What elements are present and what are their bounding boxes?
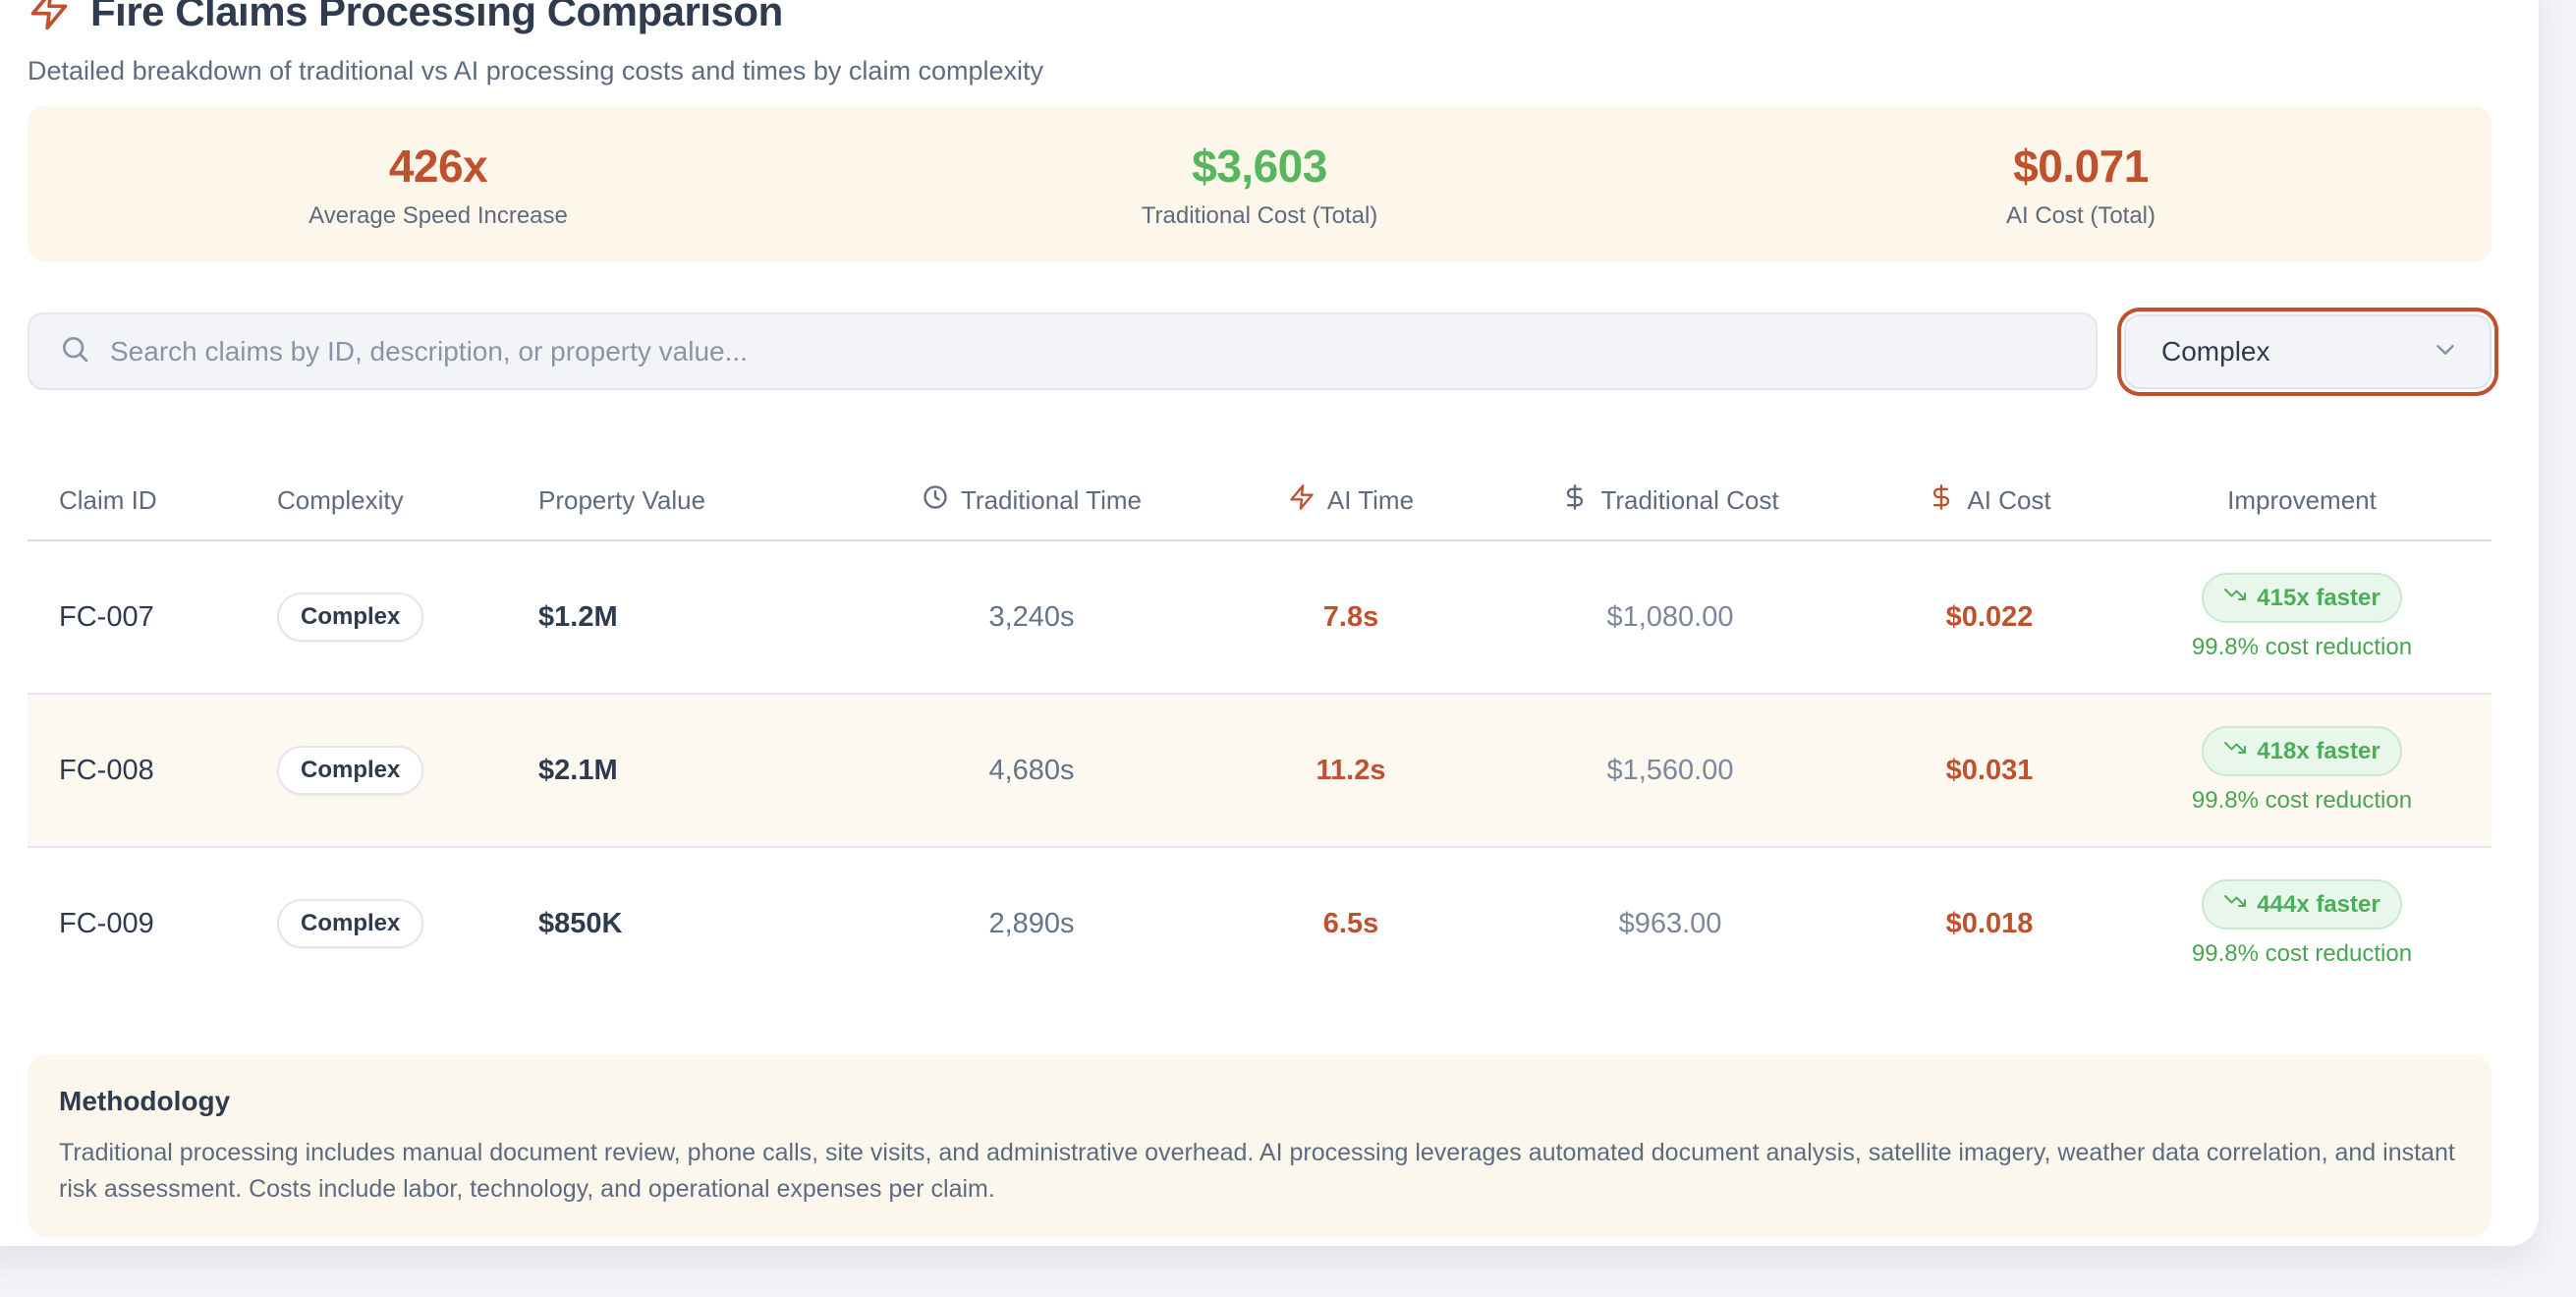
header-claim-id: Claim ID [59,485,157,515]
table-row[interactable]: FC-008 Complex $2.1M 4,680s 11.2s $1,560… [28,695,2492,848]
traditional-cost: $1,080.00 [1606,600,1734,633]
header-ai-cost: AI Cost [1867,483,2112,518]
table-row[interactable]: FC-009 Complex $850K 2,890s 6.5s $963.00… [28,848,2492,999]
header-label: Traditional Cost [1600,485,1779,515]
complexity-badge: Complex [277,746,424,795]
zap-icon [28,0,71,36]
complexity-cell: Complex [246,592,491,642]
property-value: $850K [538,907,623,939]
complexity-filter-select[interactable]: Complex [2124,314,2492,389]
page-subtitle: Detailed breakdown of traditional vs AI … [28,56,1043,85]
methodology-title: Methodology [59,1086,231,1116]
traditional-time: 4,680s [988,754,1075,786]
speed-improvement-badge: 418x faster [2202,726,2402,776]
speed-improvement-badge: 415x faster [2202,573,2402,623]
ai-time: 7.8s [1322,600,1379,633]
stat-ai-cost: $0.071 AI Cost (Total) [1670,140,2492,230]
traditional-time: 2,890s [988,907,1075,939]
ai-time: 6.5s [1322,907,1379,939]
claims-table: Claim ID Complexity Property Value Tradi… [28,462,2492,999]
cost-reduction-label: 99.8% cost reduction [2191,787,2413,814]
zap-icon [1288,483,1316,518]
header-label: Traditional Time [961,485,1142,515]
cost-reduction-label: 99.8% cost reduction [2191,634,2413,660]
cost-reduction-label: 99.8% cost reduction [2191,940,2413,967]
stat-traditional-cost: $3,603 Traditional Cost (Total) [849,140,1670,230]
improvement-cell: 418x faster 99.8% cost reduction [2112,726,2492,815]
stats-banner: 426x Average Speed Increase $3,603 Tradi… [28,106,2492,262]
trending-down-icon [2223,736,2247,766]
table-row[interactable]: FC-007 Complex $1.2M 3,240s 7.8s $1,080.… [28,541,2492,695]
stat-label: Average Speed Increase [308,201,568,229]
stat-value: $0.071 [2013,140,2149,192]
complexity-badge: Complex [277,592,424,642]
dollar-icon [1928,483,1955,518]
improvement-cell: 444x faster 99.8% cost reduction [2112,879,2492,968]
filter-selected-value: Complex [2161,336,2270,367]
improvement-cell: 415x faster 99.8% cost reduction [2112,573,2492,661]
speed-improvement-badge: 444x faster [2202,879,2402,930]
header-improvement: Improvement [2227,485,2377,515]
stat-label: Traditional Cost (Total) [1141,201,1378,229]
chevron-down-icon [2431,335,2460,369]
search-icon [59,333,90,369]
trending-down-icon [2223,583,2247,613]
stat-label: AI Cost (Total) [2005,201,2156,229]
traditional-time: 3,240s [988,600,1075,633]
stat-value: $3,603 [1192,140,1327,192]
ai-time: 11.2s [1316,754,1386,786]
stat-speed-increase: 426x Average Speed Increase [28,140,849,230]
methodology-section: Methodology Traditional processing inclu… [28,1054,2492,1237]
header-traditional-cost: Traditional Cost [1474,483,1867,518]
page-header: Fire Claims Processing Comparison [28,0,783,37]
clock-icon [922,483,949,518]
ai-cost: $0.022 [1945,600,2034,633]
speed-improvement-label: 444x faster [2257,890,2380,918]
methodology-body: Traditional processing includes manual d… [59,1139,2455,1203]
claim-id: FC-009 [59,907,154,939]
ai-cost: $0.018 [1945,907,2034,939]
dollar-icon [1561,483,1589,518]
header-property-value: Property Value [538,485,706,515]
header-traditional-time: Traditional Time [835,483,1228,518]
complexity-badge: Complex [277,899,424,948]
speed-improvement-label: 418x faster [2257,737,2380,764]
search-input[interactable] [108,334,2066,368]
traditional-cost: $1,560.00 [1606,754,1734,786]
complexity-cell: Complex [246,899,491,948]
claim-id: FC-007 [59,600,154,633]
header-label: AI Time [1326,485,1415,515]
header-complexity: Complexity [277,485,404,515]
claim-id: FC-008 [59,754,154,786]
property-value: $2.1M [538,754,618,786]
search-box [28,312,2098,390]
ai-cost: $0.031 [1945,754,2034,786]
trending-down-icon [2223,889,2247,920]
page-title: Fire Claims Processing Comparison [90,0,783,34]
speed-improvement-label: 415x faster [2257,584,2380,611]
header-label: AI Cost [1967,485,2051,515]
complexity-cell: Complex [246,746,491,795]
table-header-row: Claim ID Complexity Property Value Tradi… [28,462,2492,541]
traditional-cost: $963.00 [1618,907,1722,939]
stat-value: 426x [388,140,488,192]
header-ai-time: AI Time [1228,483,1474,518]
property-value: $1.2M [538,600,618,633]
